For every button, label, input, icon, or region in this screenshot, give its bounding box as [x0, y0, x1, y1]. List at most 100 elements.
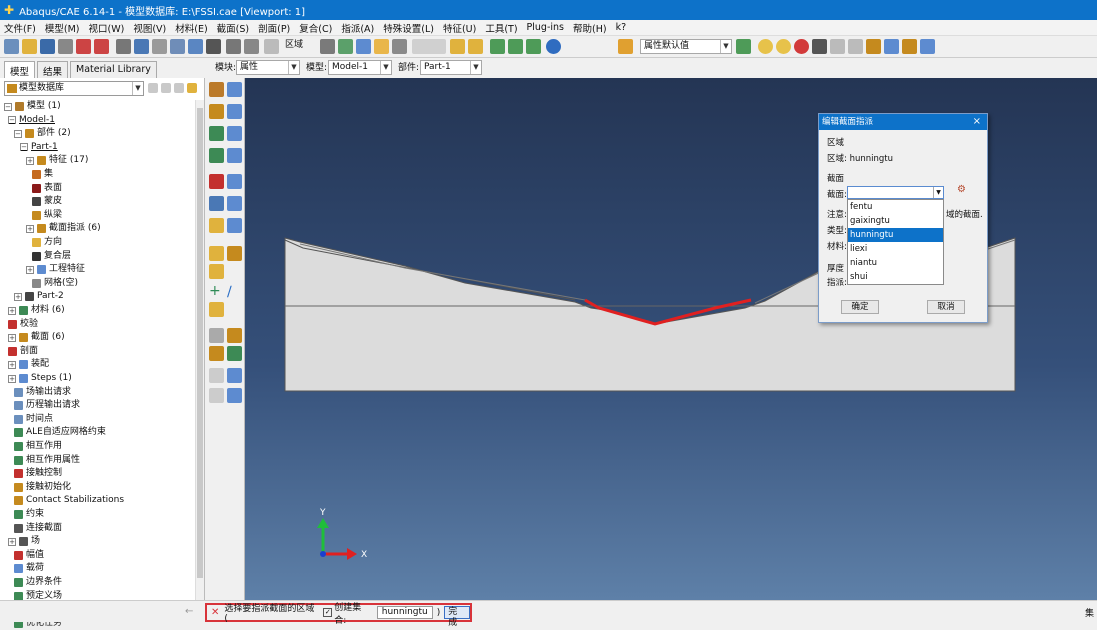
- tool2-icon[interactable]: [902, 39, 917, 54]
- auto-fit-icon[interactable]: [188, 39, 203, 54]
- tree-item[interactable]: + 工程特征: [26, 263, 85, 276]
- section-option[interactable]: shui: [850, 272, 868, 282]
- model-select[interactable]: Model-1 ▼: [328, 60, 392, 75]
- tree-item[interactable]: 载荷: [14, 562, 44, 575]
- tree-item[interactable]: ALE自适应网格约束: [14, 426, 106, 439]
- zoom-icon[interactable]: [152, 39, 167, 54]
- filter-icon[interactable]: [174, 83, 184, 93]
- expand-toggle-icon[interactable]: +: [26, 265, 34, 274]
- view-icon[interactable]: [226, 39, 241, 54]
- tree-item[interactable]: + 截面指派 (6): [26, 222, 101, 235]
- tree-item[interactable]: 集: [32, 168, 53, 181]
- rotate-icon[interactable]: [134, 39, 149, 54]
- tree-item[interactable]: 接触初始化: [14, 481, 71, 494]
- datum-csys-icon[interactable]: [227, 388, 242, 403]
- section-select[interactable]: ▼: [847, 186, 944, 199]
- beam-tangent-icon[interactable]: [227, 246, 242, 261]
- redo-icon[interactable]: [848, 39, 863, 54]
- tree-item[interactable]: + 截面 (6): [8, 331, 65, 344]
- beam-orientation-icon[interactable]: [209, 246, 224, 261]
- tree-item[interactable]: 连接截面: [14, 522, 62, 535]
- mesh-icon[interactable]: [490, 39, 505, 54]
- tree-item[interactable]: 网格(空): [32, 277, 78, 290]
- visibility2-icon[interactable]: [776, 39, 791, 54]
- composite-icon[interactable]: [209, 196, 224, 211]
- mesh3-icon[interactable]: [526, 39, 541, 54]
- menu-item-14[interactable]: k?: [615, 22, 627, 33]
- attributes-icon[interactable]: [618, 39, 633, 54]
- ok-button[interactable]: 确定: [841, 300, 879, 314]
- pan-icon[interactable]: [116, 39, 131, 54]
- expand-toggle-icon[interactable]: +: [14, 292, 22, 301]
- section-option[interactable]: hunningtu: [848, 228, 943, 242]
- save-icon[interactable]: [40, 39, 55, 54]
- menu-item-6[interactable]: 剖面(P): [258, 23, 291, 35]
- color-icon[interactable]: [736, 39, 751, 54]
- menu-item-8[interactable]: 指派(A): [341, 23, 375, 35]
- selection-filter-icon[interactable]: [320, 39, 335, 54]
- create-section-icon[interactable]: ⚙: [957, 184, 966, 195]
- attribute-default-select[interactable]: 属性默认值 ▼: [640, 39, 732, 54]
- visibility-icon[interactable]: [758, 39, 773, 54]
- wireframe-icon[interactable]: [468, 39, 483, 54]
- undo-icon[interactable]: [830, 39, 845, 54]
- tree-item[interactable]: − 部件 (2): [14, 127, 71, 140]
- display-icon[interactable]: [356, 39, 371, 54]
- tree-item[interactable]: + 材料 (6): [8, 304, 65, 317]
- section-option[interactable]: niantu: [850, 258, 878, 268]
- special2-icon[interactable]: [227, 346, 242, 361]
- tree-item[interactable]: − 模型 (1): [4, 100, 61, 113]
- model-database-select[interactable]: 模型数据库 ▼: [4, 81, 144, 96]
- menu-item-10[interactable]: 特征(U): [442, 23, 477, 35]
- expand-toggle-icon[interactable]: +: [26, 156, 34, 165]
- tree-item[interactable]: 蒙皮: [32, 195, 62, 208]
- special-icon[interactable]: [209, 346, 224, 361]
- shaded-icon[interactable]: [450, 39, 465, 54]
- menu-item-11[interactable]: 工具(T): [485, 23, 518, 35]
- tree-item[interactable]: 场输出请求: [14, 386, 71, 399]
- expand-toggle-icon[interactable]: −: [8, 116, 16, 125]
- info-icon[interactable]: [546, 39, 561, 54]
- open-file-icon[interactable]: [22, 39, 37, 54]
- menu-item-7[interactable]: 复合(C): [299, 23, 333, 35]
- section-option[interactable]: liexi: [850, 244, 868, 254]
- tree-item[interactable]: + Part-2: [14, 290, 64, 303]
- menu-item-3[interactable]: 视图(V): [133, 23, 167, 35]
- menu-item-1[interactable]: 模型(M): [44, 23, 80, 35]
- menu-item-12[interactable]: Plug-ins: [526, 22, 565, 33]
- create-section-icon[interactable]: [209, 104, 224, 119]
- tree-item[interactable]: + 特征 (17): [26, 154, 88, 167]
- profile-manager-icon[interactable]: [227, 126, 242, 141]
- tree-item[interactable]: + Steps (1): [8, 372, 72, 385]
- tree-scrollbar[interactable]: [195, 100, 204, 620]
- section-manager-icon[interactable]: [227, 104, 242, 119]
- expand-toggle-icon[interactable]: +: [8, 333, 16, 342]
- inertia-icon[interactable]: [209, 264, 224, 279]
- tree-settings-icon[interactable]: [187, 83, 197, 93]
- section-option[interactable]: gaixingtu: [850, 216, 890, 226]
- tree-item[interactable]: 校验: [8, 318, 38, 331]
- tree-item[interactable]: 历程输出请求: [14, 399, 80, 412]
- tree-item[interactable]: 方向: [32, 236, 62, 249]
- assign-orientation-icon[interactable]: [209, 174, 224, 189]
- menu-item-13[interactable]: 帮助(H): [573, 23, 607, 35]
- set-name-input[interactable]: hunningtu: [376, 606, 433, 619]
- skin-icon[interactable]: [209, 218, 224, 233]
- query-icon[interactable]: [76, 39, 91, 54]
- line-tool-icon[interactable]: ∕: [227, 284, 232, 300]
- table-icon[interactable]: [920, 39, 935, 54]
- tree-item[interactable]: 剖面: [8, 345, 38, 358]
- datum-axis-icon[interactable]: [227, 368, 242, 383]
- tree-item[interactable]: + 场: [8, 535, 40, 548]
- cancel-button[interactable]: 取消: [927, 300, 965, 314]
- done-button[interactable]: 完成: [444, 606, 470, 628]
- tool-icon[interactable]: [866, 39, 881, 54]
- datum-point-icon[interactable]: [209, 368, 224, 383]
- expand-toggle-icon[interactable]: −: [20, 143, 28, 152]
- mesh2-icon[interactable]: [508, 39, 523, 54]
- plus-icon[interactable]: +: [209, 283, 221, 299]
- expand-toggle-icon[interactable]: −: [14, 129, 22, 138]
- tree-item[interactable]: Contact Stabilizations: [14, 494, 124, 507]
- select-arrow-icon[interactable]: [264, 39, 279, 54]
- tree-item[interactable]: 表面: [32, 182, 62, 195]
